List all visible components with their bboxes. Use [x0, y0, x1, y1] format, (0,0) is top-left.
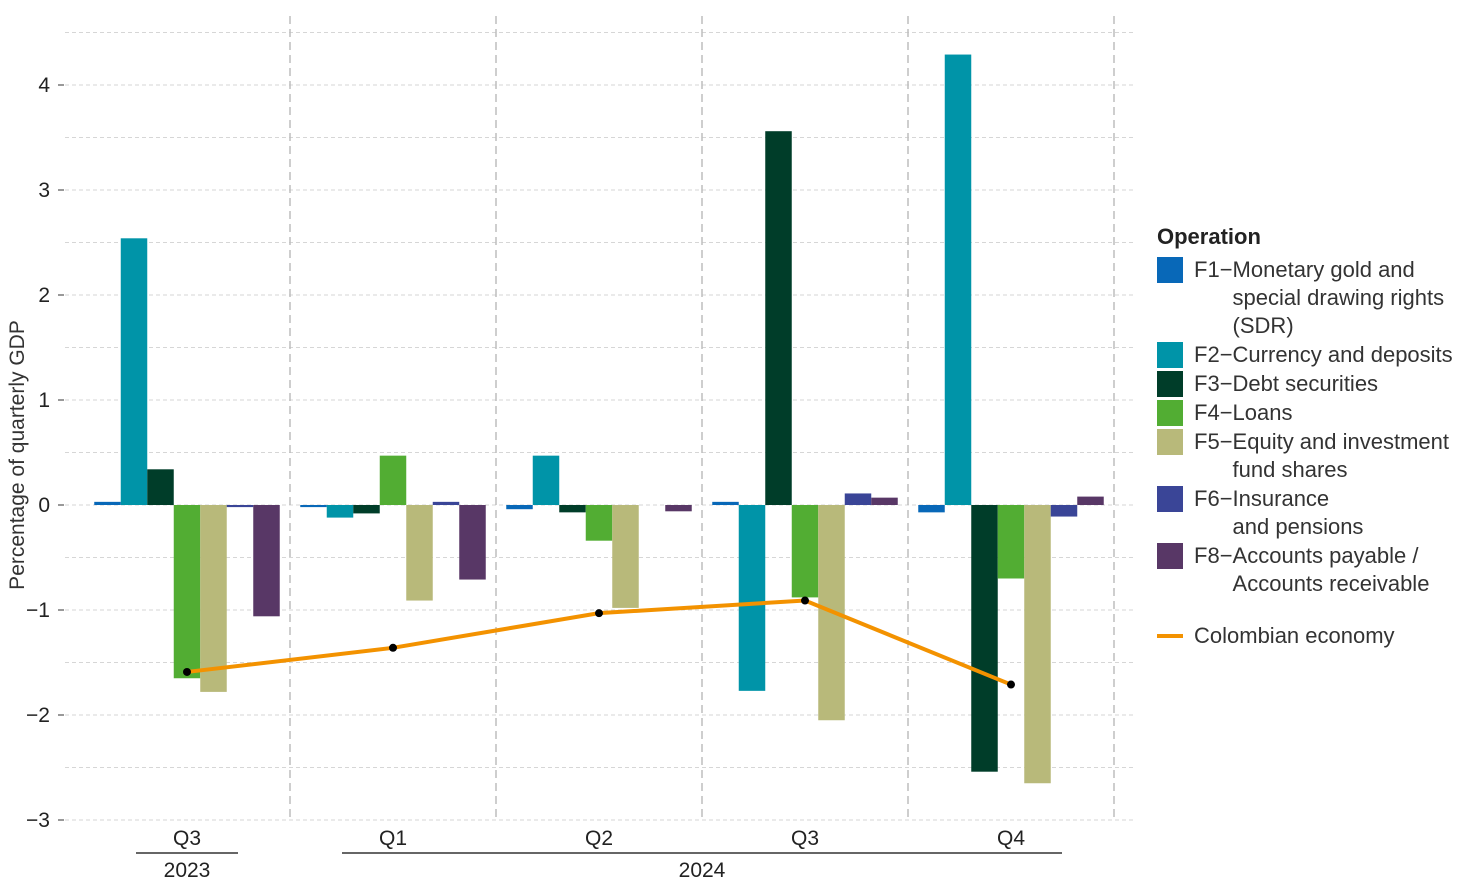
legend-label: Loans — [1232, 400, 1293, 425]
y-tick-label: 0 — [38, 494, 50, 517]
x-tick-label: Q2 — [585, 827, 613, 850]
bar-f8 — [665, 505, 692, 512]
y-tick-label: 1 — [38, 389, 50, 412]
bar-f6 — [226, 505, 254, 508]
bar-f6 — [1050, 505, 1078, 517]
legend-code: F3 — [1194, 371, 1220, 396]
bar-f1 — [918, 505, 945, 513]
line-point — [595, 609, 603, 618]
bar-f4 — [173, 505, 201, 679]
legend-item-f3: F3− Debt securities — [1157, 370, 1480, 398]
year-label: 2024 — [679, 859, 726, 880]
y-tick-label: 3 — [38, 179, 50, 202]
legend-code: F4 — [1194, 400, 1220, 425]
line-point — [801, 596, 809, 605]
bar-f3 — [765, 131, 792, 505]
bar-f2 — [326, 505, 354, 518]
legend-title: Operation — [1157, 224, 1261, 249]
bar-f8 — [459, 505, 486, 580]
bar-f8 — [871, 497, 898, 505]
y-tick-label: 2 — [38, 284, 50, 307]
bar-f1 — [712, 501, 739, 505]
legend-swatch — [1157, 257, 1183, 283]
legend-code: F6 — [1194, 486, 1220, 511]
legend-label: Monetary gold and special drawing rights… — [1232, 257, 1445, 338]
bar-f3 — [559, 505, 586, 513]
legend-dash: − — [1219, 371, 1233, 396]
bar-f6 — [432, 501, 460, 505]
y-tick-label: 4 — [38, 74, 50, 97]
legend-label: Accounts payable / Accounts receivable — [1232, 543, 1430, 596]
legend-dash: − — [1219, 486, 1233, 511]
bar-f5 — [1024, 505, 1051, 784]
legend-swatch — [1157, 400, 1183, 426]
legend-item-f4: F4− Loans — [1157, 399, 1480, 427]
y-tick-label: −1 — [26, 599, 50, 622]
line-point — [1007, 680, 1015, 689]
legend-item-f1: F1− Monetary gold and special drawing rig… — [1157, 256, 1480, 340]
bar-f1 — [94, 501, 121, 505]
legend-label: Colombian economy — [1194, 623, 1395, 648]
legend-label: Currency and deposits — [1232, 342, 1453, 367]
legend-dash: − — [1219, 543, 1233, 568]
legend-dash: − — [1219, 342, 1233, 367]
legend-code: F5 — [1194, 429, 1220, 454]
legend-label: Debt securities — [1232, 371, 1379, 396]
bar-f4 — [791, 505, 819, 598]
y-tick-label: −3 — [26, 809, 50, 832]
legend-item-f8: F8− Accounts payable / Accounts receivabl… — [1157, 542, 1480, 598]
bar-f2 — [738, 505, 766, 691]
bar-f3 — [971, 505, 998, 772]
legend-swatch — [1157, 486, 1183, 512]
bar-f1 — [300, 505, 327, 508]
bar-f8 — [253, 505, 280, 617]
x-tick-label: Q3 — [791, 827, 819, 850]
legend-item-f5: F5− Equity and investment fund shares — [1157, 428, 1480, 484]
y-axis-label: Percentage of quarterly GDP — [6, 320, 29, 590]
bar-f3 — [147, 469, 174, 505]
legend-line-swatch — [1157, 634, 1183, 638]
bar-f1 — [506, 505, 533, 510]
line-point — [389, 643, 397, 652]
legend-item-colombian-economy: Colombian economy — [1157, 622, 1480, 650]
year-label: 2023 — [164, 859, 211, 880]
legend-swatch — [1157, 371, 1183, 397]
bar-f5 — [612, 505, 639, 608]
legend-code: F8 — [1194, 543, 1220, 568]
legend-swatch — [1157, 342, 1183, 368]
bar-f4 — [585, 505, 613, 541]
bar-f4 — [997, 505, 1025, 579]
legend-dash: − — [1219, 400, 1233, 425]
bar-f4 — [379, 455, 407, 505]
x-tick-label: Q4 — [997, 827, 1025, 850]
bar-f3 — [353, 505, 380, 514]
bar-f5 — [200, 505, 227, 692]
bar-f5 — [406, 505, 433, 601]
legend-label: Equity and investment fund shares — [1232, 429, 1450, 482]
legend-item-f6: F6− Insurance and pensions — [1157, 485, 1480, 541]
legend-item-f2: F2− Currency and deposits — [1157, 341, 1480, 369]
bar-f8 — [1077, 496, 1104, 505]
y-tick-label: −2 — [26, 704, 50, 727]
legend-dash: − — [1219, 257, 1233, 282]
legend-code: F2 — [1194, 342, 1220, 367]
x-tick-label: Q3 — [173, 827, 201, 850]
legend-label: Insurance and pensions — [1232, 486, 1364, 539]
bar-f2 — [120, 238, 148, 506]
bar-f2 — [944, 54, 972, 506]
legend: Operation F1− Monetary gold and special d… — [1157, 224, 1480, 651]
legend-code: F1 — [1194, 257, 1220, 282]
legend-swatch — [1157, 543, 1183, 569]
bar-f6 — [844, 493, 872, 505]
line-point — [183, 667, 191, 676]
bar-f2 — [532, 455, 560, 505]
x-tick-label: Q1 — [379, 827, 407, 850]
legend-dash: − — [1219, 429, 1233, 454]
legend-swatch — [1157, 429, 1183, 455]
